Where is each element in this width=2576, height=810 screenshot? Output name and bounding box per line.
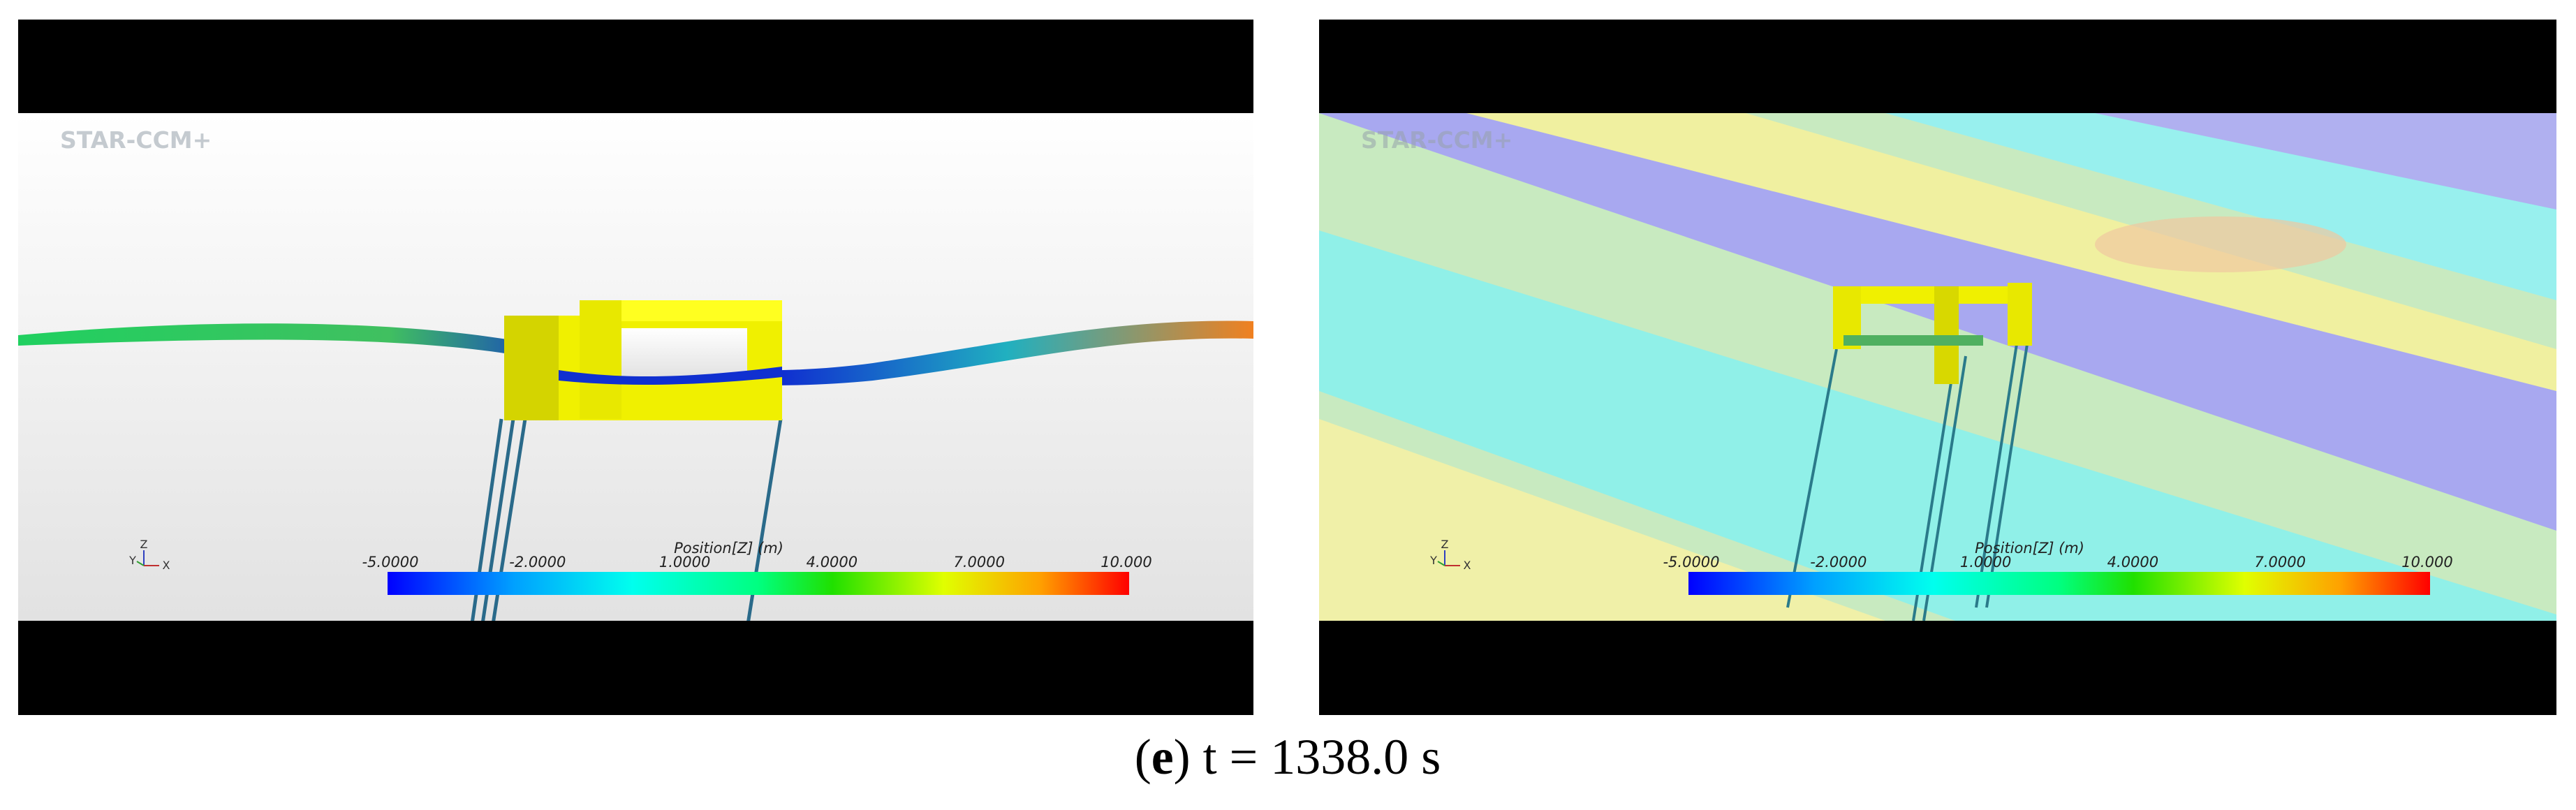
right-panel (1319, 20, 2556, 715)
colorbar-tick-label: 7.0000 (953, 554, 1004, 570)
colorbar-title: Position[Z] (m) (674, 540, 783, 557)
platform (504, 300, 782, 420)
colorbar (388, 572, 1129, 595)
colorbar-tick-label: 10.000 (2401, 554, 2452, 570)
colorbar-tick-label: -5.0000 (1663, 554, 1719, 570)
wave-field (1319, 113, 2556, 621)
colorbar-tick-label: 1.0000 (659, 554, 710, 570)
colorbar-tick-label: -2.0000 (1810, 554, 1867, 570)
caption-text: ) t = 1338.0 s (1174, 729, 1441, 785)
colorbar-tick-label: 4.0000 (2107, 554, 2158, 570)
axis-label: X (163, 559, 170, 572)
caption-open: ( (1135, 729, 1151, 785)
caption: (e) t = 1338.0 s (1135, 729, 1441, 785)
colorbar-title: Position[Z] (m) (1975, 540, 2084, 557)
axis-label: Y (128, 554, 136, 567)
axis-y (136, 561, 145, 566)
axis-label: Y (1429, 554, 1437, 567)
axis-label: Z (140, 538, 148, 551)
letterbox-bottom (1319, 621, 2556, 715)
watermark: STAR-CCM+ (1361, 126, 1513, 154)
colorbar-tick-label: -2.0000 (509, 554, 566, 570)
colorbar-tick-label: -5.0000 (362, 554, 418, 570)
wave-surface (18, 321, 1253, 385)
axis-label: Z (1441, 538, 1449, 551)
axis-label: X (1464, 559, 1471, 572)
colorbar-tick-label: 4.0000 (807, 554, 858, 570)
colorbar-tick-label: 10.000 (1101, 554, 1151, 570)
axis-y (1437, 561, 1445, 566)
letterbox-bottom (18, 621, 1253, 715)
colorbar-tick-label: 7.0000 (2254, 554, 2305, 570)
letterbox-top (18, 20, 1253, 113)
colorbar-tick-label: 1.0000 (1960, 554, 2011, 570)
colorbar (1688, 572, 2430, 595)
watermark: STAR-CCM+ (60, 126, 212, 154)
caption-letter: e (1151, 729, 1174, 785)
letterbox-top (1319, 20, 2556, 113)
left-panel (18, 20, 1253, 715)
